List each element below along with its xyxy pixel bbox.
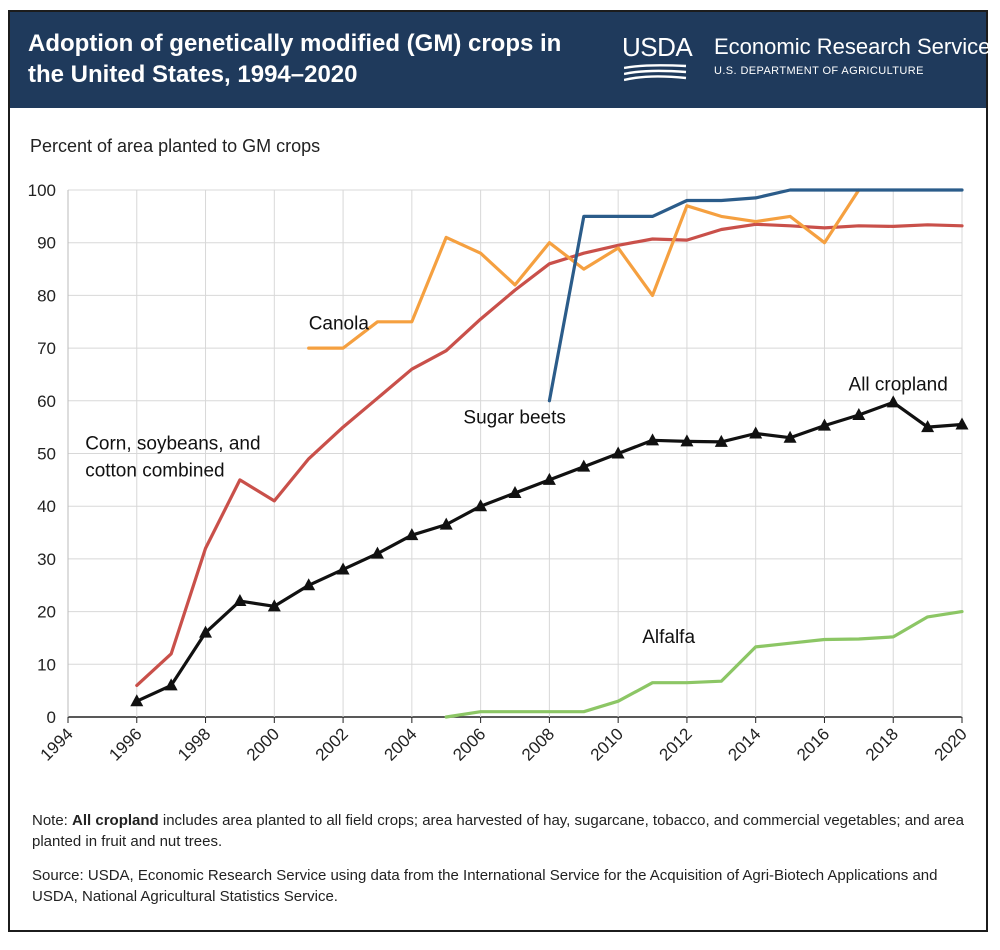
data-point-marker bbox=[955, 417, 969, 430]
series-label-alfalfa: Alfalfa bbox=[642, 627, 695, 648]
data-point-marker bbox=[508, 486, 522, 499]
data-point-marker bbox=[474, 499, 488, 512]
data-point-marker bbox=[199, 625, 213, 638]
x-tick-label: 2010 bbox=[587, 724, 627, 764]
x-tick-label: 2014 bbox=[724, 724, 764, 764]
series-label-sugar-beets: Sugar beets bbox=[463, 407, 565, 428]
data-point-marker bbox=[921, 420, 935, 433]
x-tick-label: 1996 bbox=[105, 724, 145, 764]
data-point-marker bbox=[783, 430, 797, 443]
y-tick-label: 50 bbox=[37, 445, 56, 464]
data-point-marker bbox=[852, 408, 866, 421]
series-line-sugar-beets bbox=[547, 188, 964, 403]
x-tick-label: 2020 bbox=[931, 724, 971, 764]
x-tick-label: 1994 bbox=[37, 724, 77, 764]
y-axis-label: Percent of area planted to GM crops bbox=[30, 136, 320, 156]
y-tick-label: 90 bbox=[37, 234, 56, 253]
x-tick-label: 2000 bbox=[243, 724, 283, 764]
y-tick-label: 0 bbox=[47, 708, 56, 727]
x-tick-label: 2006 bbox=[449, 724, 489, 764]
data-point-marker bbox=[542, 472, 556, 485]
series-label-corn-soybeans-and-cotton-combined: cotton combined bbox=[85, 461, 224, 482]
data-point-marker bbox=[267, 599, 281, 612]
y-tick-label: 80 bbox=[37, 286, 56, 305]
y-tick-label: 40 bbox=[37, 497, 56, 516]
y-tick-label: 10 bbox=[37, 655, 56, 674]
x-tick-label: 2004 bbox=[380, 724, 420, 764]
y-tick-label: 30 bbox=[37, 550, 56, 569]
x-tick-label: 2018 bbox=[862, 724, 902, 764]
series-line-corn-soybeans-and-cotton-combined bbox=[135, 222, 964, 688]
department-name: U.S. DEPARTMENT OF AGRICULTURE bbox=[714, 65, 924, 77]
data-point-marker bbox=[749, 426, 763, 439]
data-point-marker bbox=[233, 594, 247, 607]
x-tick-label: 2002 bbox=[312, 724, 352, 764]
data-point-marker bbox=[611, 446, 625, 459]
y-tick-label: 60 bbox=[37, 392, 56, 411]
data-point-marker bbox=[817, 418, 831, 431]
data-point-marker bbox=[439, 517, 453, 530]
line-chart: Percent of area planted to GM crops 0 10 20… bbox=[28, 136, 971, 765]
chart-source: Source: USDA, Economic Research Service … bbox=[32, 867, 938, 905]
series-label-corn-soybeans-and-cotton-combined: Corn, soybeans, and bbox=[85, 433, 260, 454]
data-point-marker bbox=[646, 433, 660, 446]
data-point-marker bbox=[714, 434, 728, 447]
note-bold-term: All cropland bbox=[72, 812, 159, 829]
data-point-marker bbox=[302, 578, 316, 591]
series-line-canola bbox=[307, 188, 861, 350]
note-text: includes area planted to all field crops… bbox=[32, 812, 964, 850]
series-label-all-cropland: All cropland bbox=[849, 374, 948, 395]
y-tick-label: 100 bbox=[28, 181, 56, 200]
usda-logo-text: USDA bbox=[622, 32, 693, 62]
note-prefix: Note: bbox=[32, 812, 73, 829]
y-tick-label: 20 bbox=[37, 603, 56, 622]
chart-title: Adoption of genetically modified (GM) cr… bbox=[28, 30, 562, 88]
chart-note: Note: All cropland includes area planted… bbox=[32, 810, 972, 852]
series-line-alfalfa bbox=[444, 609, 964, 719]
data-point-marker bbox=[577, 459, 591, 472]
x-tick-label: 2008 bbox=[518, 724, 558, 764]
header-banner: Adoption of genetically modified (GM) cr… bbox=[10, 12, 990, 108]
data-point-marker bbox=[130, 694, 144, 707]
data-point-marker bbox=[336, 562, 350, 575]
data-point-marker bbox=[680, 434, 694, 447]
x-tick-label: 2016 bbox=[793, 724, 833, 764]
data-point-marker bbox=[886, 395, 900, 408]
data-point-marker bbox=[405, 528, 419, 541]
data-point-marker bbox=[370, 546, 384, 559]
x-tick-label: 2012 bbox=[656, 724, 696, 764]
agency-name: Economic Research Service bbox=[714, 34, 991, 59]
chart-frame: Adoption of genetically modified (GM) cr… bbox=[8, 10, 990, 932]
series-label-canola: Canola bbox=[309, 314, 370, 335]
y-tick-label: 70 bbox=[37, 339, 56, 358]
usda-logo-mark-icon bbox=[624, 64, 687, 82]
data-point-marker bbox=[164, 678, 178, 691]
x-tick-label: 1998 bbox=[174, 724, 214, 764]
